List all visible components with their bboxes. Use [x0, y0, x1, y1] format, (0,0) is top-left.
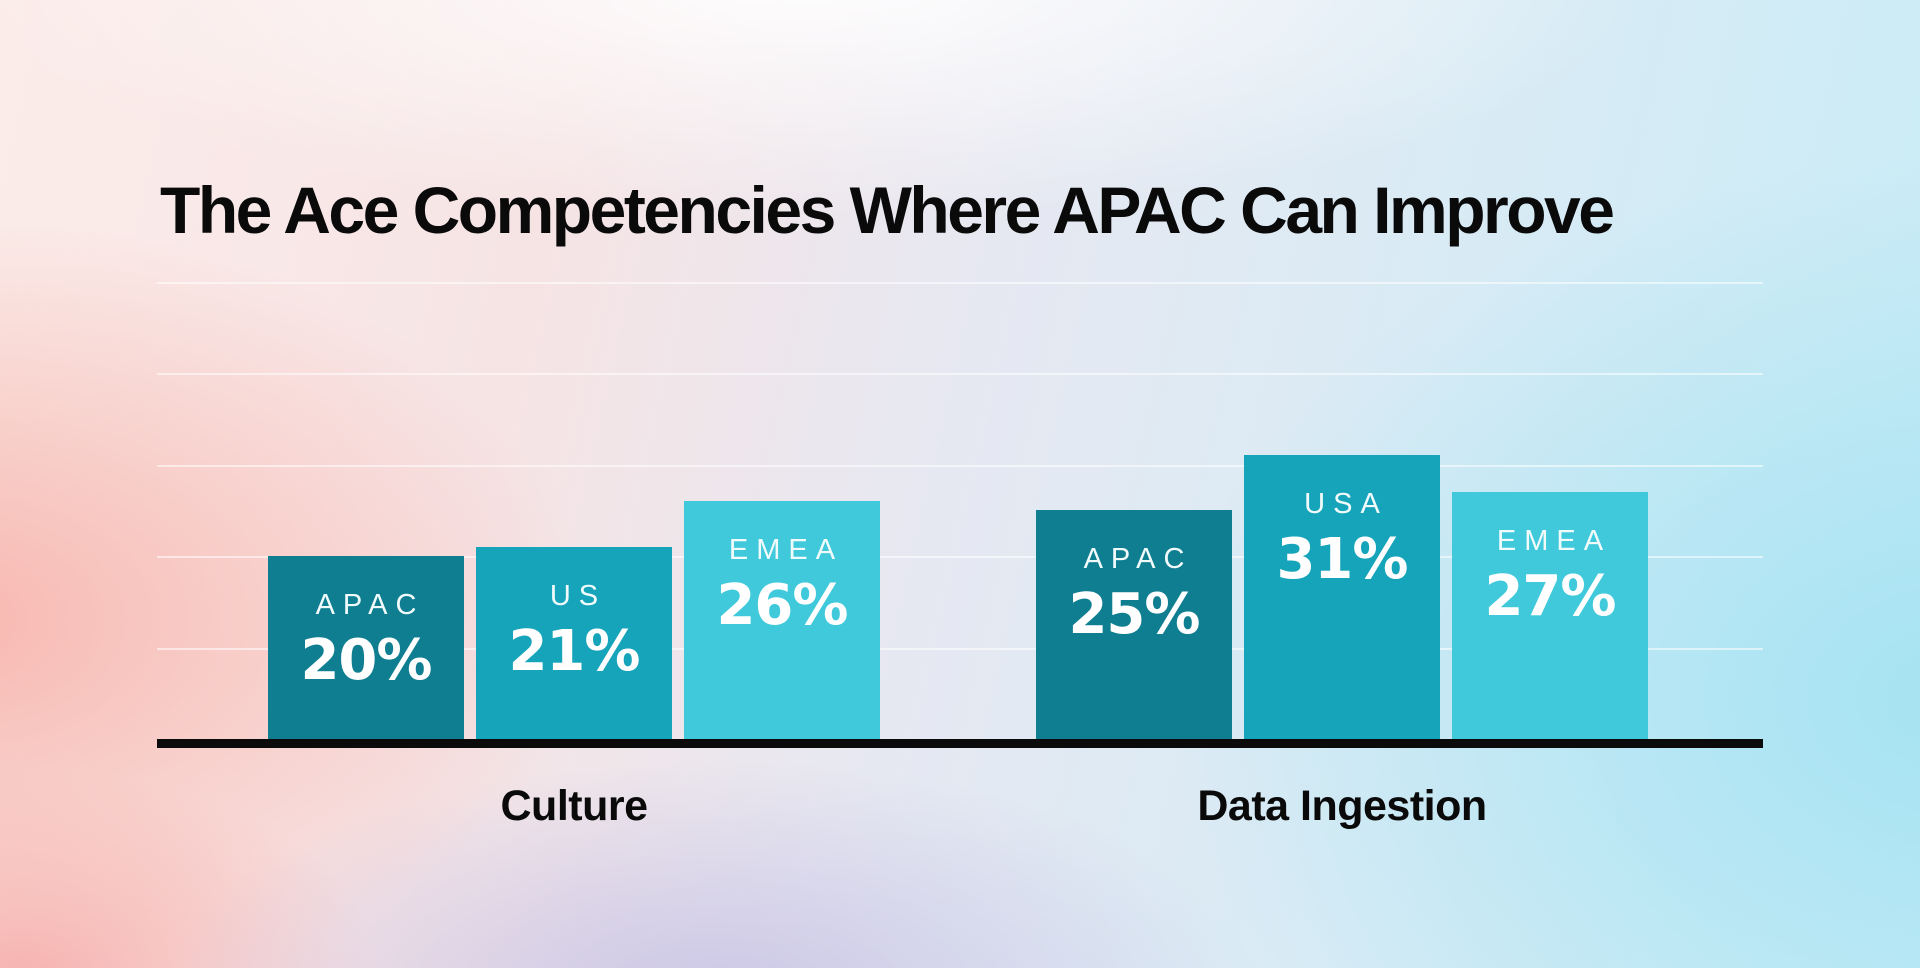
bar-value-label: 21% — [508, 619, 640, 684]
bar-value-label: 25% — [1068, 582, 1200, 647]
bar-apac-data-ingestion: APAC 25% — [1036, 510, 1232, 739]
gridline-10-percent — [157, 647, 1763, 650]
bar-region-label: US — [549, 580, 607, 612]
bar-region-label: APAC — [1083, 543, 1193, 575]
gridline-30-percent — [157, 464, 1763, 467]
bar-region-label: EMEA — [728, 534, 844, 566]
bar-emea-data-ingestion: EMEA 27% — [1452, 492, 1648, 739]
bar-group-culture: APAC 20% US 21% EMEA 26% — [268, 501, 880, 739]
bar-value-label: 27% — [1484, 564, 1616, 629]
bar-value-label: 31% — [1276, 527, 1408, 592]
chart-title: The Ace Competencies Where APAC Can Impr… — [160, 173, 1615, 248]
bar-region-label: EMEA — [1496, 525, 1612, 557]
gridline-40-percent — [157, 373, 1763, 375]
bar-usa-data-ingestion: USA 31% — [1244, 455, 1440, 739]
group-label-data-ingestion: Data Ingestion — [1197, 782, 1487, 830]
bar-region-label: APAC — [315, 589, 425, 621]
bar-us-culture: US 21% — [476, 547, 672, 739]
group-label-culture: Culture — [500, 782, 649, 830]
bar-apac-culture: APAC 20% — [268, 556, 464, 739]
bar-value-label: 26% — [716, 573, 848, 638]
x-axis-line — [157, 739, 1763, 748]
bar-region-label: USA — [1304, 488, 1388, 520]
bar-emea-culture: EMEA 26% — [684, 501, 880, 739]
bar-value-label: 20% — [300, 628, 432, 693]
gridline-20-percent — [157, 556, 1763, 558]
gridline-50-percent — [157, 281, 1763, 284]
bar-group-data-ingestion: APAC 25% USA 31% EMEA 27% — [1036, 455, 1648, 739]
